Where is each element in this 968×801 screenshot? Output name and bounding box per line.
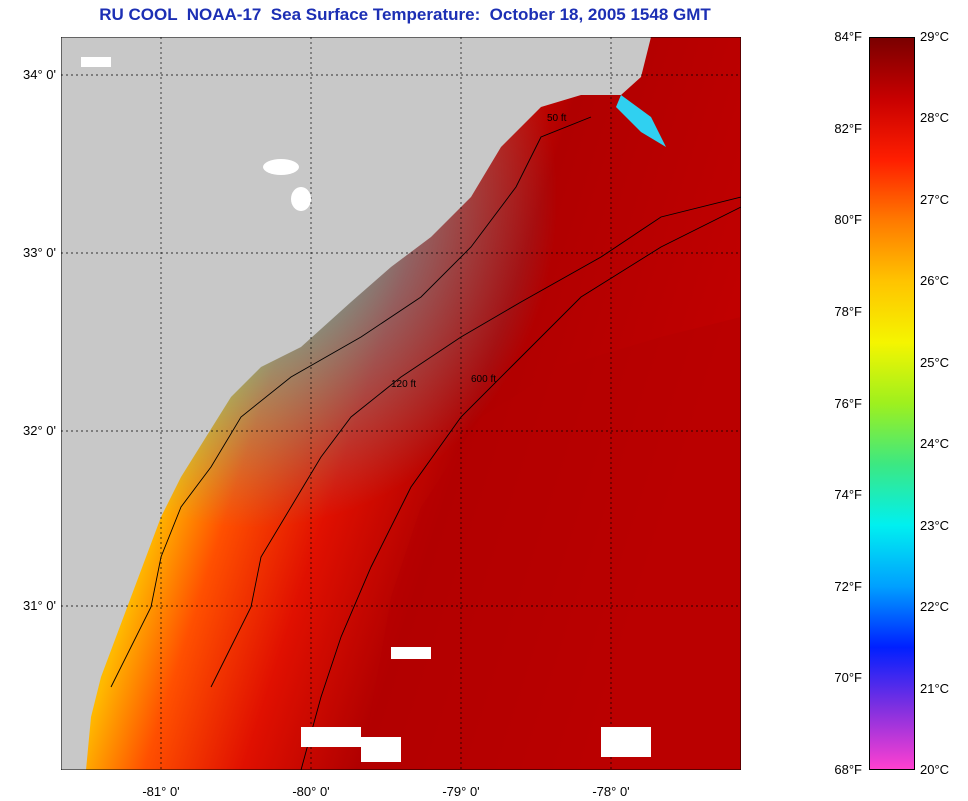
lat-label-34: 34° 0' — [23, 67, 56, 82]
colorbar-label-c: 21°C — [920, 680, 950, 696]
colorbar-label-c: 29°C — [920, 29, 950, 44]
colorbar-label-f: 76°F — [834, 395, 862, 411]
colorbar-label-c: 20°C — [920, 762, 950, 777]
colorbar-label-f: 74°F — [834, 487, 862, 503]
colorbar-label-f: 68°F — [834, 762, 862, 777]
temperature-colorbar — [869, 37, 915, 770]
lat-label-31: 31° 0' — [23, 598, 56, 613]
colorbar-label-c: 24°C — [920, 436, 950, 452]
colorbar-label-c: 22°C — [920, 599, 950, 615]
lat-label-33: 33° 0' — [23, 245, 56, 260]
colorbar-label-f: 80°F — [834, 212, 862, 228]
colorbar-label-f: 70°F — [834, 670, 862, 686]
contour-600ft — [300, 206, 741, 770]
colorbar-label-c: 28°C — [920, 110, 950, 126]
colorbar-label-f: 84°F — [834, 29, 862, 44]
colorbar-label-f: 78°F — [834, 303, 862, 319]
colorbar-label-c: 27°C — [920, 191, 950, 207]
lat-label-32: 32° 0' — [23, 423, 56, 438]
colorbar-label-c: 26°C — [920, 273, 950, 289]
colorbar-label-c: 23°C — [920, 517, 950, 533]
colorbar-label-f: 82°F — [834, 120, 862, 136]
land — [61, 37, 651, 770]
colorbar-label-c: 25°C — [920, 354, 950, 370]
contour-label-50ft: 50 ft — [547, 113, 567, 124]
colorbar-label-f: 72°F — [834, 578, 862, 594]
lon-label-80: -80° 0' — [292, 784, 330, 799]
contour-120ft — [210, 196, 741, 688]
sst-map: 50 ft 120 ft 600 ft — [61, 37, 741, 770]
gulf-stream — [361, 317, 741, 770]
contour-label-600ft: 600 ft — [471, 374, 496, 385]
map-title: RU COOL NOAA-17 Sea Surface Temperature:… — [99, 5, 711, 24]
contour-50ft — [110, 116, 592, 688]
lon-label-78: -78° 0' — [592, 784, 630, 799]
lon-label-79: -79° 0' — [442, 784, 480, 799]
contour-label-120ft: 120 ft — [391, 379, 416, 390]
lon-label-81: -81° 0' — [142, 784, 180, 799]
